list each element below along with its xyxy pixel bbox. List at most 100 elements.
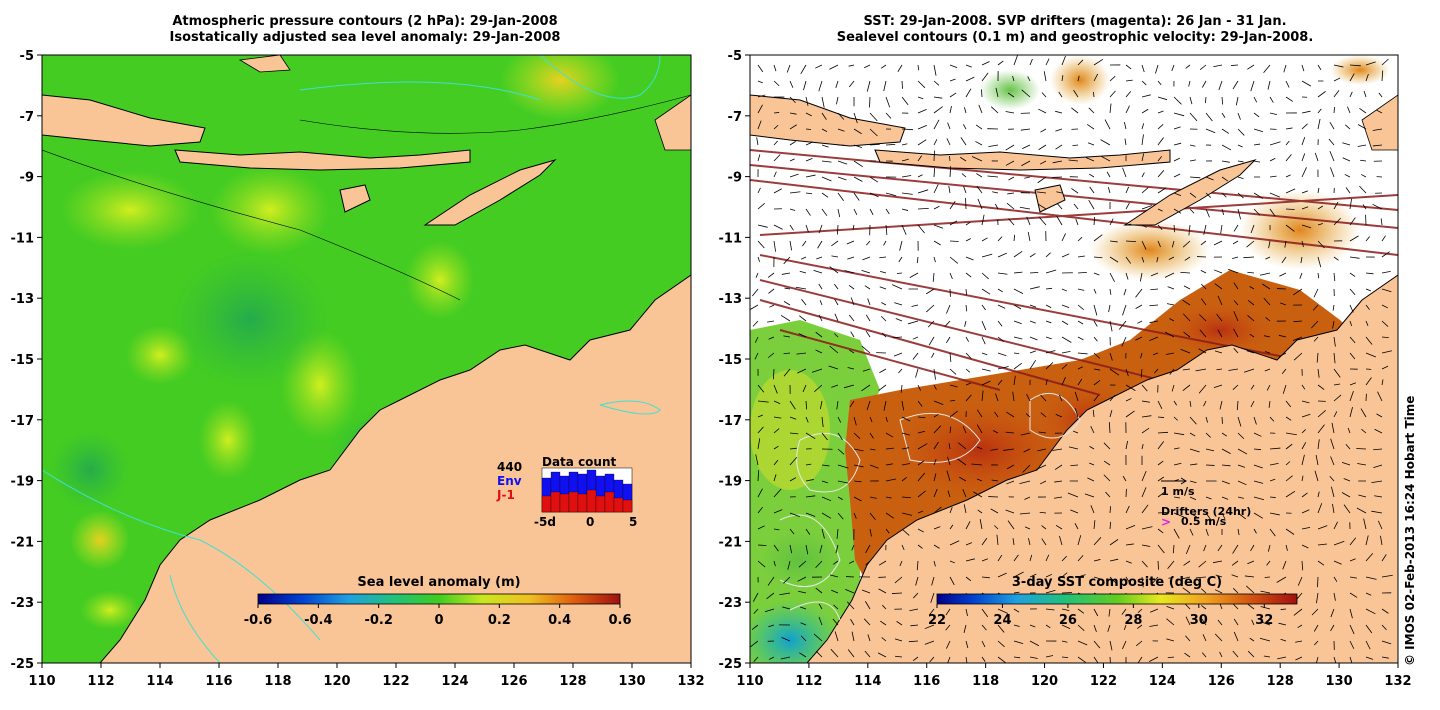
- velocity-arrow: [1251, 619, 1255, 626]
- velocity-arrow: [997, 304, 1006, 309]
- velocity-arrow: [1045, 554, 1050, 562]
- velocity-arrow: [1109, 506, 1111, 514]
- velocity-arrow: [864, 64, 871, 69]
- velocity-arrow: [1109, 103, 1112, 114]
- velocity-arrow: [1199, 314, 1207, 322]
- velocity-arrow: [1141, 153, 1145, 162]
- velocity-arrow: [1204, 96, 1207, 104]
- velocity-arrow: [755, 454, 759, 466]
- velocity-arrow: [1093, 320, 1098, 327]
- velocity-arrow: [1173, 432, 1185, 436]
- velocity-arrow: [960, 137, 967, 146]
- velocity-arrow: [1253, 496, 1265, 501]
- velocity-arrow: [805, 128, 812, 130]
- velocity-arrow: [965, 576, 972, 582]
- velocity-arrow: [916, 560, 919, 571]
- velocity-arrow: [1263, 64, 1271, 73]
- velocity-arrow: [1237, 416, 1242, 427]
- velocity-arrow: [1365, 553, 1374, 562]
- velocity-arrow: [1285, 475, 1293, 482]
- velocity-arrow: [1013, 362, 1023, 370]
- velocity-arrow: [1184, 256, 1191, 261]
- velocity-arrow: [1228, 368, 1239, 371]
- velocity-arrow: [1073, 203, 1079, 210]
- velocity-arrow: [1316, 352, 1319, 363]
- velocity-arrow: [757, 438, 761, 450]
- velocity-arrow: [1365, 272, 1374, 275]
- velocity-arrow: [1077, 555, 1084, 562]
- velocity-arrow: [1109, 75, 1116, 82]
- velocity-arrow: [892, 284, 903, 290]
- left-x-tick-label: 114: [146, 674, 173, 689]
- velocity-arrow: [1316, 592, 1319, 604]
- velocity-arrow: [818, 603, 823, 610]
- velocity-arrow: [1006, 464, 1015, 470]
- velocity-arrow: [847, 367, 855, 370]
- velocity-arrow: [1333, 64, 1344, 68]
- velocity-arrow: [1285, 96, 1293, 102]
- velocity-arrow: [981, 380, 991, 386]
- velocity-arrow: [1317, 108, 1322, 114]
- velocity-arrow: [1333, 272, 1336, 282]
- velocity-arrow: [987, 175, 999, 178]
- velocity-arrow: [949, 201, 956, 210]
- velocity-arrow: [1221, 112, 1226, 118]
- velocity-arrow: [1349, 391, 1354, 402]
- velocity-arrow: [926, 304, 935, 313]
- velocity-arrow: [848, 314, 855, 322]
- velocity-arrow: [1380, 218, 1383, 226]
- velocity-arrow: [815, 349, 823, 354]
- velocity-arrow: [773, 400, 781, 405]
- velocity-arrow: [1070, 464, 1079, 466]
- velocity-arrow: [1006, 202, 1015, 210]
- velocity-arrow: [1301, 400, 1310, 404]
- velocity-arrow: [1301, 454, 1305, 466]
- velocity-arrow: [1123, 288, 1127, 296]
- velocity-arrow: [1262, 283, 1271, 290]
- velocity-arrow: [1107, 624, 1111, 632]
- velocity-arrow: [997, 624, 1005, 633]
- velocity-arrow: [1249, 286, 1255, 290]
- velocity-arrow: [1373, 464, 1383, 468]
- right-y-tick-label: -15: [719, 353, 743, 368]
- velocity-arrow: [815, 64, 823, 69]
- velocity-arrow: [933, 488, 938, 498]
- velocity-arrow: [866, 240, 871, 246]
- velocity-arrow: [773, 474, 777, 482]
- velocity-arrow: [1365, 608, 1376, 615]
- velocity-arrow: [1077, 75, 1080, 82]
- velocity-arrow: [1061, 555, 1067, 562]
- velocity-arrow: [767, 352, 775, 358]
- velocity-arrow: [1077, 624, 1085, 631]
- velocity-arrow: [773, 80, 780, 87]
- velocity-arrow: [869, 143, 880, 146]
- velocity-arrow: [1122, 640, 1127, 650]
- velocity-arrow: [1365, 61, 1376, 66]
- velocity-arrow: [1349, 304, 1354, 313]
- right-x-tick-label: 126: [1208, 674, 1235, 689]
- velocity-arrow: [1329, 476, 1335, 482]
- velocity-arrow: [1157, 208, 1163, 212]
- velocity-arrow: [1022, 464, 1031, 473]
- velocity-arrow: [1301, 64, 1305, 72]
- velocity-arrow: [1109, 394, 1116, 402]
- velocity-arrow: [1233, 311, 1239, 322]
- velocity-arrow: [1205, 176, 1214, 181]
- velocity-arrow: [1349, 256, 1360, 259]
- velocity-arrow: [1341, 492, 1351, 498]
- velocity-arrow: [1189, 144, 1196, 147]
- right-x-tick-label: 122: [1090, 674, 1117, 689]
- velocity-arrow: [853, 192, 860, 201]
- velocity-arrow: [1361, 428, 1367, 434]
- velocity-arrow: [782, 606, 791, 610]
- velocity-arrow: [933, 184, 939, 194]
- velocity-arrow: [773, 140, 778, 146]
- velocity-arrow: [1381, 554, 1387, 562]
- velocity-arrow: [1349, 576, 1358, 579]
- velocity-arrow: [933, 526, 941, 530]
- velocity-arrow: [1214, 633, 1223, 642]
- right-x-tick-label: 130: [1326, 674, 1353, 689]
- velocity-arrow: [865, 330, 871, 338]
- velocity-arrow: [864, 650, 871, 658]
- velocity-arrow: [878, 560, 887, 566]
